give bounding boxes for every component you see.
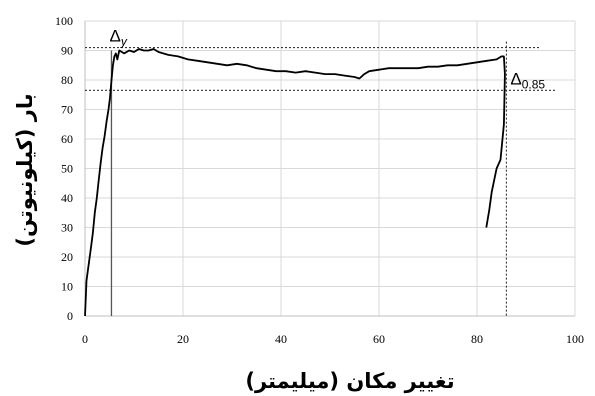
y-tick-label-20: 20	[61, 250, 73, 264]
data-series	[84, 48, 506, 317]
y-tick-label-80: 80	[61, 73, 73, 87]
x-tick-label-0: 0	[82, 332, 88, 346]
y-tick-label-60: 60	[61, 132, 73, 146]
annotation-delta-085-sub: 0.85	[522, 77, 546, 91]
y-tick-label-90: 90	[61, 44, 73, 58]
y-tick-label-70: 70	[61, 103, 73, 117]
y-axis-title: بار (کیلونیوتن)	[13, 93, 37, 246]
grid-lines	[85, 20, 576, 316]
x-axis-title: تغییر مکان (میلیمتر)	[245, 369, 454, 393]
annotation-delta-y: Δy	[109, 27, 127, 49]
x-tick-label-100: 100	[566, 332, 584, 346]
x-tick-label-40: 40	[275, 332, 287, 346]
x-tick-label-20: 20	[177, 332, 189, 346]
y-tick-label-50: 50	[61, 162, 73, 176]
annotations: Δy Δ0.85	[109, 27, 545, 92]
x-tick-label-60: 60	[373, 332, 385, 346]
annotation-delta-y-sub: y	[120, 35, 128, 49]
y-tick-label-100: 100	[55, 14, 73, 28]
y-tick-labels: 0 10 20 30 40 50 60 70 80 90 100	[55, 14, 73, 323]
y-tick-label-30: 30	[61, 221, 73, 235]
x-tick-labels: 0 20 40 60 80 100	[82, 332, 584, 346]
y-tick-label-10: 10	[61, 280, 73, 294]
x-tick-label-80: 80	[471, 332, 483, 346]
annotation-delta-085: Δ0.85	[510, 69, 545, 91]
y-tick-label-40: 40	[61, 191, 73, 205]
reference-lines	[85, 41, 556, 316]
series-line-0	[84, 48, 506, 317]
axes	[84, 21, 575, 317]
y-tick-label-0: 0	[67, 309, 73, 323]
